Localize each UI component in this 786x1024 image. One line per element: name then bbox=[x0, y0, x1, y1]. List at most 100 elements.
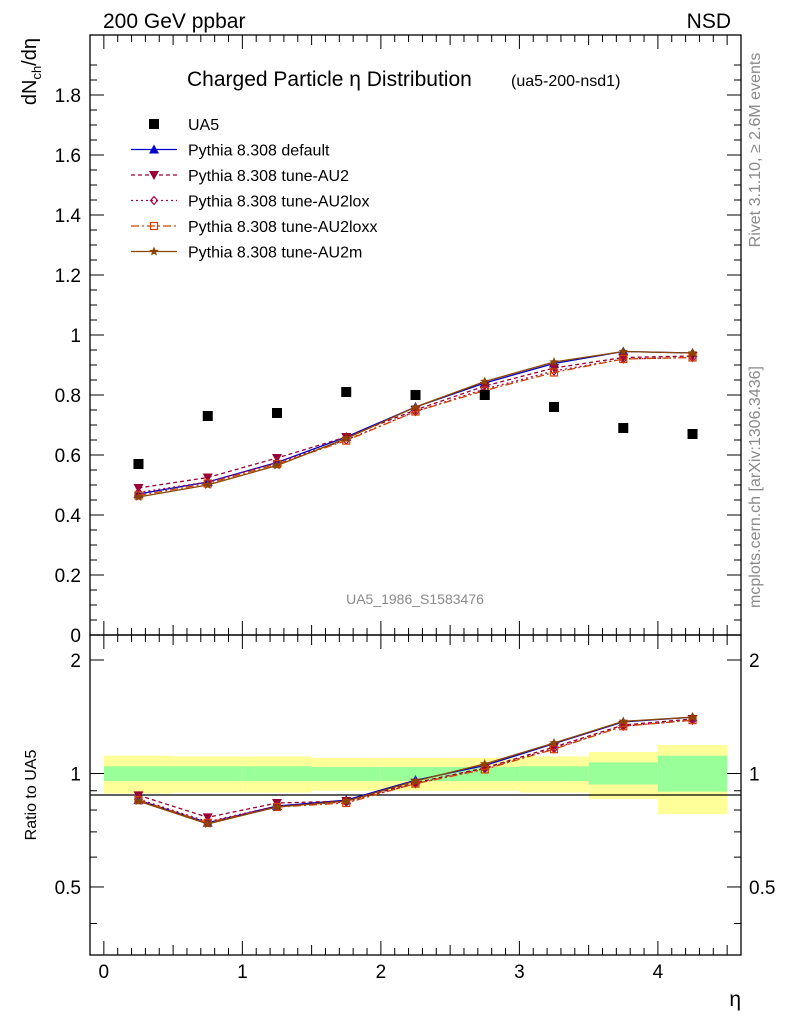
band-inner-0 bbox=[103, 766, 174, 782]
main-series-4-marker-5 bbox=[480, 376, 490, 386]
main-ytick-label: 1.8 bbox=[55, 86, 81, 107]
legend-entry-3-marker-0 bbox=[149, 195, 159, 206]
main-series-4-marker-8 bbox=[687, 348, 698, 358]
main-series-4-marker-1 bbox=[202, 480, 213, 490]
ratio-series-3-marker-6 bbox=[549, 745, 559, 754]
band-inner-8 bbox=[657, 755, 728, 792]
ratio-series-group bbox=[133, 712, 698, 828]
ua5-point-marker-0 bbox=[133, 459, 144, 469]
watermark: UA5_1986_S1583476 bbox=[346, 591, 484, 607]
mcplots-label: mcplots.cern.ch [arXiv:1306.3436] bbox=[747, 366, 764, 608]
main-series-line-4 bbox=[138, 350, 693, 498]
main-series-2-marker-6 bbox=[549, 366, 559, 376]
header-right: NSD bbox=[687, 10, 731, 33]
legend-entry-0: UA5 bbox=[149, 117, 219, 134]
rivet-label: Rivet 3.1.10, ≥ 2.6M events bbox=[747, 53, 764, 248]
main-ytick-label: 0.6 bbox=[55, 446, 81, 467]
ratio-series-4-marker-2 bbox=[272, 801, 282, 812]
main-series-4 bbox=[133, 346, 698, 502]
legend-entry-1: Pythia 8.308 default bbox=[131, 143, 330, 160]
main-series-4-marker-6 bbox=[549, 357, 559, 367]
main-series-4-marker-4 bbox=[410, 402, 421, 412]
ua5-point-marker-1 bbox=[202, 411, 213, 421]
main-series-0 bbox=[133, 346, 698, 498]
ua5-point-marker-6 bbox=[549, 402, 560, 412]
ua5-point-marker-7 bbox=[618, 423, 629, 433]
main-series-line-0 bbox=[138, 350, 693, 495]
xtick-label: 4 bbox=[653, 962, 664, 983]
main-ytick-label: 1 bbox=[70, 326, 81, 347]
main-series-4-marker-2 bbox=[272, 460, 282, 470]
main-series-4-marker-3 bbox=[341, 433, 351, 443]
main-series-line-2 bbox=[138, 356, 693, 494]
main-series-line-3 bbox=[138, 356, 693, 497]
main-ytick-label: 1.4 bbox=[55, 206, 82, 227]
main-plot-panel: Charged Particle η Distribution (ua5-200… bbox=[19, 34, 742, 647]
ratio-series-4 bbox=[133, 712, 698, 828]
uncertainty-bands bbox=[103, 745, 728, 815]
ratio-ytick-label-right: 1 bbox=[749, 764, 760, 785]
main-ytick-label: 0.8 bbox=[55, 386, 81, 407]
main-ytick-label: 1.2 bbox=[55, 266, 81, 287]
ratio-ytick-label-left: 0.5 bbox=[55, 878, 81, 899]
ratio-ytick-label-left: 2 bbox=[70, 651, 81, 672]
legend-label-3: Pythia 8.308 tune-AU2lox bbox=[188, 194, 369, 211]
ratio-series-4-marker-3 bbox=[341, 796, 351, 806]
header-left: 200 GeV ppbar bbox=[103, 10, 245, 33]
legend-entry-4-marker-0 bbox=[149, 221, 159, 231]
main-subtitle: (ua5-200-nsd1) bbox=[511, 73, 620, 90]
ua5-point-marker-5 bbox=[479, 390, 490, 400]
xtick-label: 2 bbox=[376, 962, 387, 983]
ua5-point-marker-4 bbox=[410, 390, 421, 400]
legend-entry-2-marker-0 bbox=[149, 171, 159, 180]
xtick-label: 1 bbox=[237, 962, 248, 983]
ratio-ylabel: Ratio to UA5 bbox=[23, 750, 40, 841]
ratio-ytick-label-left: 1 bbox=[70, 764, 81, 785]
ua5-point-marker-8 bbox=[687, 429, 698, 439]
ratio-series-4-marker-6 bbox=[549, 737, 559, 747]
ratio-series-4-marker-4 bbox=[410, 776, 421, 786]
legend-entry-4: Pythia 8.308 tune-AU2loxx bbox=[131, 219, 377, 236]
main-ytick-label: 0 bbox=[70, 626, 81, 647]
main-series-4-marker-7 bbox=[618, 346, 629, 356]
band-inner-2 bbox=[242, 766, 312, 782]
main-series-3-marker-7 bbox=[619, 354, 628, 364]
legend-label-2: Pythia 8.308 tune-AU2 bbox=[188, 168, 349, 185]
main-series-1 bbox=[133, 352, 698, 493]
ratio-series-4-marker-0 bbox=[133, 796, 144, 806]
xtick-label: 3 bbox=[514, 962, 525, 983]
legend-label-4: Pythia 8.308 tune-AU2loxx bbox=[188, 219, 377, 236]
main-series-2 bbox=[134, 352, 697, 498]
legend-entry-5-marker-0 bbox=[149, 246, 159, 256]
main-series-group bbox=[133, 346, 698, 502]
legend-entry-0-marker-0 bbox=[149, 119, 159, 129]
ratio-series-4-marker-5 bbox=[480, 758, 490, 768]
x-axis-label: η bbox=[729, 988, 741, 1011]
ua5-point-marker-3 bbox=[341, 387, 352, 397]
legend-label-1: Pythia 8.308 default bbox=[188, 143, 330, 160]
legend-entry-2: Pythia 8.308 tune-AU2 bbox=[131, 168, 349, 185]
band-inner-4 bbox=[380, 767, 451, 782]
legend-entry-1-marker-0 bbox=[149, 144, 159, 154]
main-series-3 bbox=[134, 353, 697, 500]
ua5-data-points bbox=[133, 387, 698, 469]
ratio-series-4-marker-1 bbox=[202, 818, 213, 828]
main-series-3-marker-6 bbox=[549, 368, 559, 377]
legend-entry-3: Pythia 8.308 tune-AU2lox bbox=[131, 194, 369, 211]
band-inner-5 bbox=[450, 767, 520, 782]
main-axis-ticks: 0 0.2 0.4 0.6 0.8 1 1.2 1.4 1.6 1.8 bbox=[55, 35, 741, 647]
main-ytick-label: 1.6 bbox=[55, 146, 81, 167]
band-inner-3 bbox=[311, 767, 381, 782]
legend-label-5: Pythia 8.308 tune-AU2m bbox=[188, 245, 362, 262]
band-inner-1 bbox=[173, 766, 243, 782]
ratio-series-4-marker-7 bbox=[618, 716, 629, 726]
xtick-label: 0 bbox=[99, 962, 110, 983]
ratio-axis-ticks: 0.5 0.5 1 1 2 2 0 1 2 3 4 bbox=[55, 635, 775, 983]
ratio-series-4-marker-8 bbox=[687, 712, 698, 722]
main-series-4-marker-0 bbox=[133, 492, 144, 502]
ratio-ytick-label-right: 0.5 bbox=[749, 878, 775, 899]
main-series-line-1 bbox=[138, 355, 693, 489]
ua5-point-marker-2 bbox=[271, 408, 282, 418]
main-title: Charged Particle η Distribution bbox=[187, 68, 472, 91]
